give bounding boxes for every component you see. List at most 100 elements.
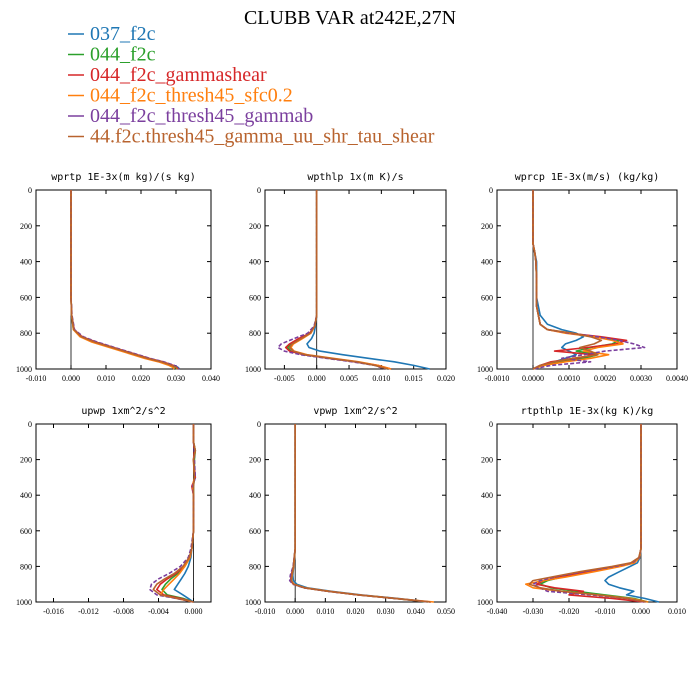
y-tick-label: 0 xyxy=(28,420,32,429)
x-tick-label: 0.0020 xyxy=(594,374,616,383)
y-tick-label: 400 xyxy=(20,491,32,500)
x-tick-label: 0.000 xyxy=(632,607,650,616)
series-line xyxy=(532,190,603,370)
y-tick-label: 0 xyxy=(257,420,261,429)
x-tick-label: 0.0010 xyxy=(558,374,580,383)
panel-4: upwp 1xm^2/s^2 0 200 400 600 800 1000 -0.016 -0.… xyxy=(16,406,212,616)
x-tick-label: 0.000 xyxy=(62,374,80,383)
y-tick-label: 400 xyxy=(20,258,32,267)
panel-title: rtpthlp 1E-3x(kg K)/kg xyxy=(521,406,653,417)
y-tick-label: 600 xyxy=(20,527,32,536)
x-tick-label: -0.008 xyxy=(113,607,134,616)
x-tick-label: 0.020 xyxy=(437,374,455,383)
y-tick-label: 1000 xyxy=(245,365,261,374)
series-line xyxy=(149,424,197,603)
x-tick-label: 0.030 xyxy=(167,374,185,383)
legend-entry: 037_f2c xyxy=(90,23,156,45)
x-tick-label: 0.010 xyxy=(316,607,334,616)
legend-entry: 044_f2c xyxy=(90,44,156,66)
panel-title: upwp 1xm^2/s^2 xyxy=(81,406,165,417)
y-tick-label: 200 xyxy=(20,456,32,465)
series-line xyxy=(290,424,431,603)
y-tick-label: 800 xyxy=(249,329,261,338)
y-tick-label: 600 xyxy=(481,527,493,536)
x-tick-label: -0.020 xyxy=(559,607,580,616)
x-tick-label: 0.040 xyxy=(407,607,425,616)
y-tick-label: 400 xyxy=(481,258,493,267)
series-line xyxy=(70,190,179,370)
x-tick-label: 0.030 xyxy=(377,607,395,616)
panels: wprtp 1E-3x(m kg)/(s kg) 0 200 400 600 800 100… xyxy=(16,172,688,616)
legend-entry: 044_f2c_thresh45_gammab xyxy=(90,105,313,127)
legend-entry: 44.f2c.thresh45_gamma_uu_shr_tau_shear xyxy=(90,126,435,148)
plot-frame xyxy=(496,189,678,370)
x-tick-label: 0.010 xyxy=(97,374,115,383)
x-tick-label: -0.010 xyxy=(595,607,616,616)
y-tick-label: 0 xyxy=(28,186,32,195)
plot-frame xyxy=(496,423,678,603)
panel-5: vpwp 1xm^2/s^2 0 200 400 600 800 1000-0.010 0.0… xyxy=(245,406,455,616)
y-tick-label: 200 xyxy=(481,222,493,231)
x-tick-label: -0.040 xyxy=(487,607,508,616)
y-tick-label: 200 xyxy=(249,456,261,465)
x-tick-label: 0.000 xyxy=(286,607,304,616)
y-tick-label: 600 xyxy=(20,293,32,302)
y-tick-label: 0 xyxy=(489,420,493,429)
y-tick-label: 1000 xyxy=(16,598,32,607)
x-tick-label: 0.0000 xyxy=(522,374,544,383)
y-tick-label: 1000 xyxy=(477,598,493,607)
y-tick-label: 0 xyxy=(489,186,493,195)
y-tick-label: 200 xyxy=(249,222,261,231)
y-tick-label: 1000 xyxy=(245,598,261,607)
x-tick-label: 0.005 xyxy=(340,374,358,383)
y-tick-label: 1000 xyxy=(16,365,32,374)
x-tick-label: -0.030 xyxy=(523,607,544,616)
panel-6: rtpthlp 1E-3x(kg K)/kg02004006008001000-… xyxy=(477,406,686,616)
y-tick-label: 600 xyxy=(249,293,261,302)
series-line xyxy=(152,424,197,603)
x-tick-label: -0.010 xyxy=(26,374,47,383)
x-tick-label: 0.010 xyxy=(372,374,390,383)
x-tick-label: 0.0030 xyxy=(630,374,652,383)
y-tick-label: 200 xyxy=(481,456,493,465)
x-tick-label: -0.005 xyxy=(274,374,295,383)
figure-title: CLUBB VAR at242E,27N xyxy=(244,7,456,29)
panel-title: wprcp 1E-3x(m/s) (kg/kg) xyxy=(515,172,660,183)
x-tick-label: -0.0010 xyxy=(485,374,510,383)
panel-title: wprtp 1E-3x(m kg)/(s kg) xyxy=(51,172,196,183)
y-tick-label: 800 xyxy=(20,329,32,338)
x-tick-label: 0.050 xyxy=(437,607,455,616)
panel-2: wpthlp 1x(m K)/s 0 200 400 600 800 1000 -0.005 0… xyxy=(245,172,455,383)
y-tick-label: 800 xyxy=(481,562,493,571)
x-tick-label: 0.020 xyxy=(132,374,150,383)
panel-title: wpthlp 1x(m K)/s xyxy=(307,172,403,183)
y-tick-label: 1000 xyxy=(477,365,493,374)
x-tick-label: 0.040 xyxy=(202,374,220,383)
y-tick-label: 400 xyxy=(249,258,261,267)
series-line xyxy=(288,190,389,370)
x-tick-label: 0.015 xyxy=(405,374,423,383)
panel-title: vpwp 1xm^2/s^2 xyxy=(313,406,397,417)
y-tick-label: 600 xyxy=(249,527,261,536)
y-tick-label: 800 xyxy=(481,329,493,338)
y-tick-label: 200 xyxy=(20,222,32,231)
panel-1: wprtp 1E-3x(m kg)/(s kg) 0 200 400 600 800 100… xyxy=(16,172,220,383)
y-tick-label: 600 xyxy=(481,293,493,302)
x-tick-label: 0.000 xyxy=(308,374,326,383)
x-tick-label: -0.004 xyxy=(148,607,169,616)
y-tick-label: 400 xyxy=(249,491,261,500)
legend-entry: 044_f2c_gammashear xyxy=(90,64,267,86)
plot-frame xyxy=(35,189,212,370)
legend: 037_f2c044_f2c044_f2c_gammashear044_f2c_… xyxy=(68,23,435,148)
x-tick-label: -0.010 xyxy=(255,607,276,616)
plot-frame xyxy=(264,189,447,370)
x-tick-label: 0.020 xyxy=(347,607,365,616)
legend-entry: 044_f2c_thresh45_sfc0.2 xyxy=(90,85,293,107)
x-tick-label: 0.010 xyxy=(668,607,686,616)
x-tick-label: -0.016 xyxy=(43,607,64,616)
x-tick-label: 0.0040 xyxy=(666,374,688,383)
x-tick-label: -0.012 xyxy=(78,607,99,616)
y-tick-label: 0 xyxy=(257,186,261,195)
y-tick-label: 400 xyxy=(481,491,493,500)
